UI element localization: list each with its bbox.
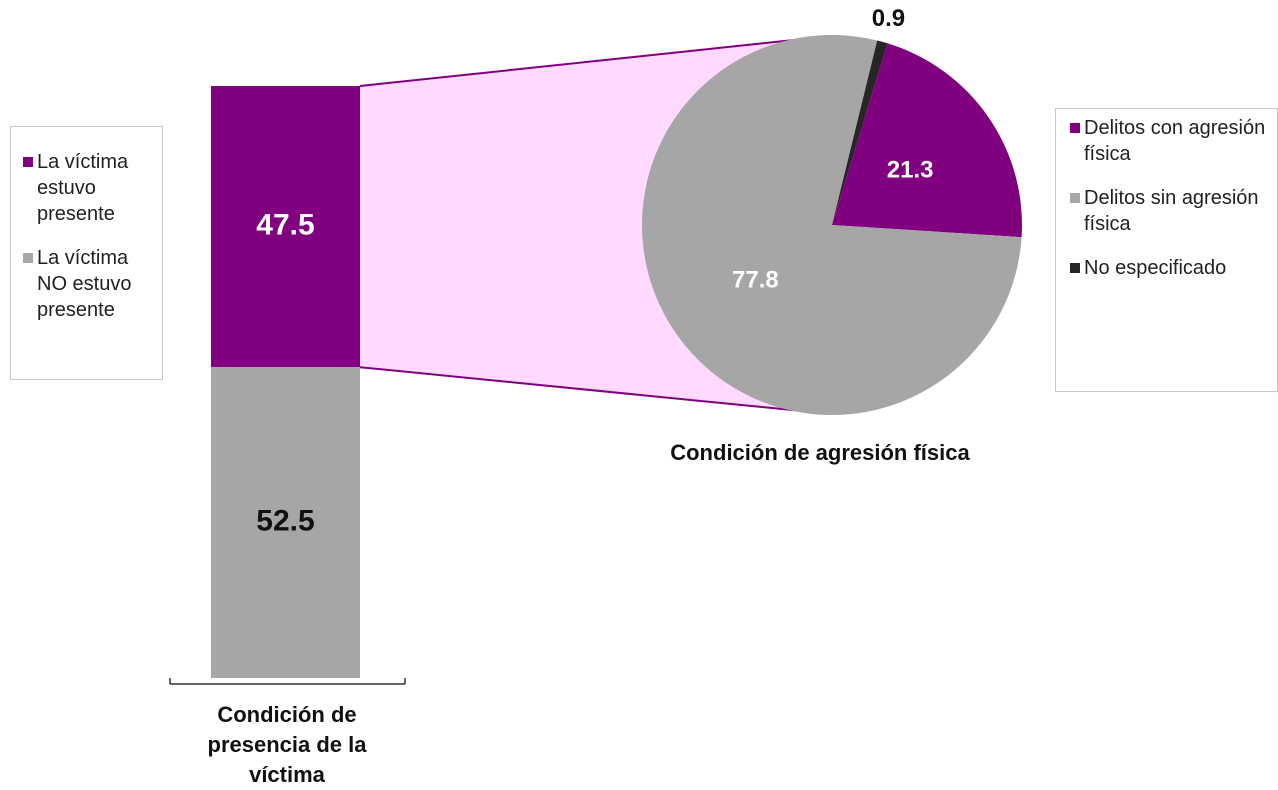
data-label: 21.3 [887,156,934,183]
data-label: 0.9 [872,5,905,32]
data-label: 77.8 [732,267,779,294]
pie-slice [642,34,1022,416]
legend-label: No especificado [1084,257,1227,279]
legend-swatch [1070,123,1080,133]
legend-label: La víctima estuvo presente [37,151,129,225]
legend-label: Delitos con agresión física [1084,117,1266,165]
chart-title: Condición de agresión física [670,440,970,465]
legend: La víctima estuvo presente La víctima NO … [10,126,163,380]
legend-label: La víctima NO estuvo presente [37,247,132,321]
legend-swatch [1070,193,1080,203]
legend-item: La víctima estuvo presente [23,149,154,227]
pie-slice [832,40,888,225]
legend-item: La víctima NO estuvo presente [23,245,154,323]
legend-swatch [23,157,33,167]
legend-item: Delitos sin agresión física [1070,185,1277,237]
pie-slice [832,43,1022,238]
data-label: 47.5 [256,209,314,242]
legend-swatch [1070,263,1080,273]
bar-segment [211,367,360,678]
legend-item: No especificado [1070,255,1277,281]
bar-segment [211,86,360,368]
legend-swatch [23,253,33,263]
data-label: 52.5 [256,505,314,538]
connector-line [359,36,823,87]
legend: Delitos con agresión física Delitos sin a… [1055,108,1278,392]
legend-item: Delitos con agresión física [1070,115,1277,167]
x-category-label: Condición de presencia de la víctima [207,702,367,787]
legend-label: Delitos sin agresión física [1084,187,1259,235]
connector-line [359,366,823,414]
